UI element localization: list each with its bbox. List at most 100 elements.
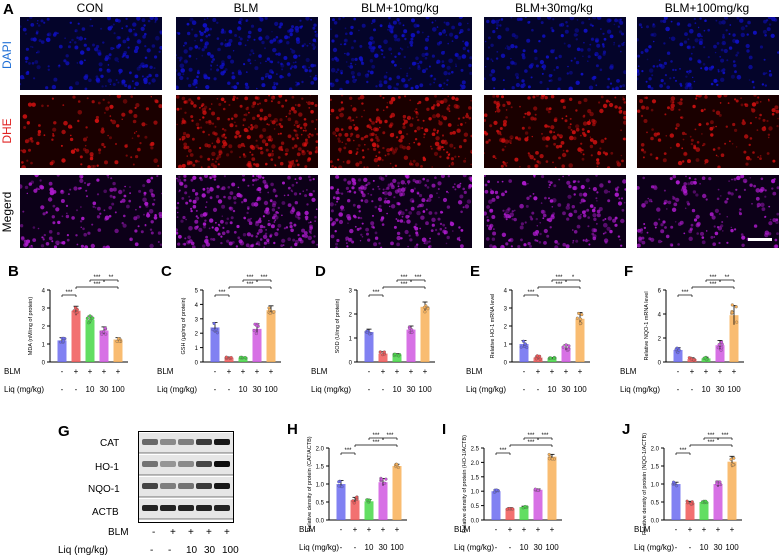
blm-row-label: BLM bbox=[454, 525, 471, 534]
bar bbox=[575, 318, 585, 362]
ytick-label: 2 bbox=[658, 337, 662, 343]
micro-tile-dapi-4 bbox=[484, 17, 626, 90]
ytick-label: 2 bbox=[42, 325, 46, 331]
sig-mark: *** bbox=[527, 440, 535, 446]
ytick-label: 1.5 bbox=[471, 475, 480, 481]
ytick-label: 0 bbox=[504, 361, 508, 367]
sig-mark: *** bbox=[499, 448, 507, 454]
bar bbox=[533, 489, 543, 520]
y-axis-label: Relative density of protein (CAT/ACTB) bbox=[307, 436, 313, 531]
liq-value: - bbox=[691, 385, 694, 394]
blm-sign: + bbox=[536, 525, 541, 534]
ytick-label: 2 bbox=[349, 313, 353, 319]
sig-mark: *** bbox=[721, 433, 729, 439]
panel-label-g: G bbox=[58, 423, 70, 440]
panel-label-a: A bbox=[3, 1, 14, 18]
sig-mark: *** bbox=[707, 433, 715, 439]
bar bbox=[547, 358, 557, 362]
ytick-label: 1 bbox=[349, 337, 353, 343]
blm-sign: + bbox=[508, 525, 513, 534]
liq-value: 10 bbox=[702, 385, 711, 394]
ytick-label: 2.0 bbox=[316, 447, 325, 453]
y-axis-label: SOD (U/mg of protein) bbox=[335, 298, 341, 353]
sig-mark: *** bbox=[709, 275, 717, 281]
sig-mark: *** bbox=[93, 282, 101, 288]
y-axis-label: MDA (nM/mg of protein) bbox=[28, 297, 34, 356]
panel-label-b: B bbox=[8, 263, 19, 280]
sig-mark: *** bbox=[555, 275, 563, 281]
blm-sign: + bbox=[255, 367, 260, 376]
ytick-label: 1.0 bbox=[316, 483, 325, 489]
liq-value: 100 bbox=[727, 385, 741, 394]
bar bbox=[715, 345, 725, 362]
bar bbox=[224, 357, 234, 362]
liq-value: - bbox=[75, 385, 78, 394]
ytick-label: 4 bbox=[195, 303, 199, 309]
column-title-blm-30: BLM+30mg/kg bbox=[515, 1, 593, 15]
bar bbox=[533, 357, 543, 362]
ytick-label: 0.5 bbox=[471, 504, 480, 510]
blm-sign: + bbox=[704, 367, 709, 376]
y-axis-label: GSH (μg/mg of protein) bbox=[181, 297, 187, 354]
bar bbox=[364, 332, 374, 362]
sig-mark: *** bbox=[93, 275, 101, 281]
blm-sign: + bbox=[395, 525, 400, 534]
liq-value: 100 bbox=[725, 543, 739, 552]
micro-tile-dapi-1 bbox=[20, 17, 162, 90]
liq-value: - bbox=[61, 385, 64, 394]
wb-liq-label: Liq (mg/kg) bbox=[58, 545, 109, 556]
row-label-dhe: DHE bbox=[0, 118, 14, 144]
liq-value: - bbox=[677, 385, 680, 394]
sig-mark: *** bbox=[246, 282, 254, 288]
column-title-blm-10: BLM+10mg/kg bbox=[361, 1, 439, 15]
blm-sign: + bbox=[227, 367, 232, 376]
ytick-label: 1 bbox=[195, 346, 199, 352]
bar bbox=[699, 502, 709, 520]
sig-mark: *** bbox=[344, 448, 352, 454]
liq-value: - bbox=[537, 385, 540, 394]
column-title-blm-100: BLM+100mg/kg bbox=[664, 1, 750, 15]
protein-band bbox=[196, 483, 212, 489]
bar bbox=[252, 328, 262, 362]
liq-row-label: Liq (mg/kg) bbox=[634, 543, 674, 552]
blm-sign: + bbox=[716, 525, 721, 534]
blm-sign: + bbox=[381, 367, 386, 376]
sig-mark: *** bbox=[372, 433, 380, 439]
liq-value: - bbox=[214, 385, 217, 394]
panel-label-j: J bbox=[622, 421, 630, 438]
bar bbox=[378, 482, 388, 520]
micro-tile-dapi-2 bbox=[176, 17, 318, 90]
blm-sign: + bbox=[241, 367, 246, 376]
ytick-label: 1 bbox=[42, 343, 46, 349]
blm-sign: - bbox=[61, 367, 64, 376]
bar bbox=[406, 329, 416, 362]
sig-mark: *** bbox=[707, 440, 715, 446]
panel-label-h: H bbox=[287, 421, 298, 438]
sig-mark: *** bbox=[527, 433, 535, 439]
liq-value: 10 bbox=[700, 543, 709, 552]
bar bbox=[561, 347, 571, 362]
wb-liq-value: - bbox=[150, 545, 154, 556]
liq-value: 100 bbox=[545, 543, 559, 552]
blm-row-label: BLM bbox=[157, 367, 174, 376]
blm-row-label: BLM bbox=[466, 367, 483, 376]
bar bbox=[713, 484, 723, 520]
protein-band bbox=[178, 483, 194, 489]
blm-sign: - bbox=[214, 367, 217, 376]
blm-sign: + bbox=[564, 367, 569, 376]
blm-sign: - bbox=[523, 367, 526, 376]
panel-label-f: F bbox=[624, 263, 633, 280]
protein-band bbox=[160, 483, 176, 489]
sig-mark: *** bbox=[65, 290, 73, 296]
liq-row-label: Liq (mg/kg) bbox=[299, 543, 339, 552]
protein-band bbox=[160, 439, 176, 445]
sig-mark: *** bbox=[386, 433, 394, 439]
column-title-con: CON bbox=[76, 1, 104, 15]
blm-row-label: BLM bbox=[299, 525, 316, 534]
blm-sign: + bbox=[88, 367, 93, 376]
protein-band bbox=[196, 461, 212, 467]
bar bbox=[729, 315, 739, 362]
band-label-ho1: HO-1 bbox=[95, 462, 119, 473]
